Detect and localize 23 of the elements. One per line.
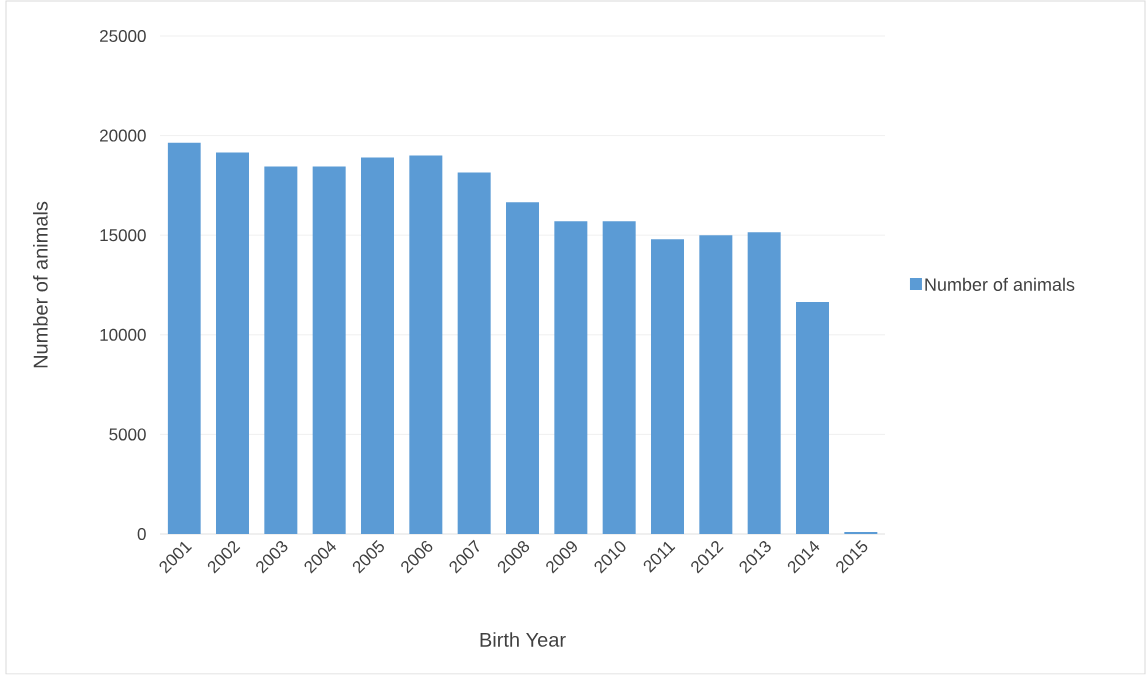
y-tick-label: 5000 bbox=[109, 428, 146, 441]
x-axis-title: Birth Year bbox=[480, 632, 566, 647]
bar bbox=[506, 202, 540, 534]
y-axis-title: Number of animals bbox=[33, 201, 48, 368]
bar bbox=[361, 157, 394, 534]
bar bbox=[602, 221, 636, 534]
bar bbox=[409, 155, 443, 534]
y-tick-label: 0 bbox=[137, 527, 146, 541]
bar bbox=[747, 232, 781, 534]
bar bbox=[457, 172, 491, 534]
bar bbox=[167, 142, 201, 534]
bar bbox=[312, 166, 346, 534]
y-tick-label: 15000 bbox=[100, 229, 146, 242]
bar bbox=[699, 235, 733, 534]
y-tick-label: 25000 bbox=[100, 29, 146, 43]
bar bbox=[796, 301, 830, 534]
bar bbox=[264, 166, 298, 534]
y-tick-label: 20000 bbox=[100, 129, 146, 142]
bar bbox=[651, 239, 685, 534]
bar bbox=[554, 221, 588, 534]
bar bbox=[216, 152, 249, 534]
y-tick-label: 10000 bbox=[100, 328, 146, 341]
legend-label: Number of animals bbox=[925, 277, 1075, 291]
